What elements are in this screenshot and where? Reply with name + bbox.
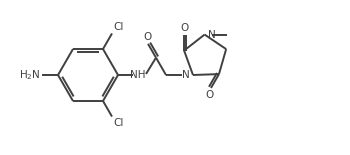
Text: N: N <box>182 70 190 80</box>
Text: NH: NH <box>130 70 146 80</box>
Text: Cl: Cl <box>113 22 123 32</box>
Text: O: O <box>180 23 188 33</box>
Text: N: N <box>208 30 215 40</box>
Text: O: O <box>143 32 151 42</box>
Text: H$_2$N: H$_2$N <box>20 68 41 82</box>
Text: Cl: Cl <box>113 118 123 128</box>
Text: O: O <box>206 90 214 100</box>
